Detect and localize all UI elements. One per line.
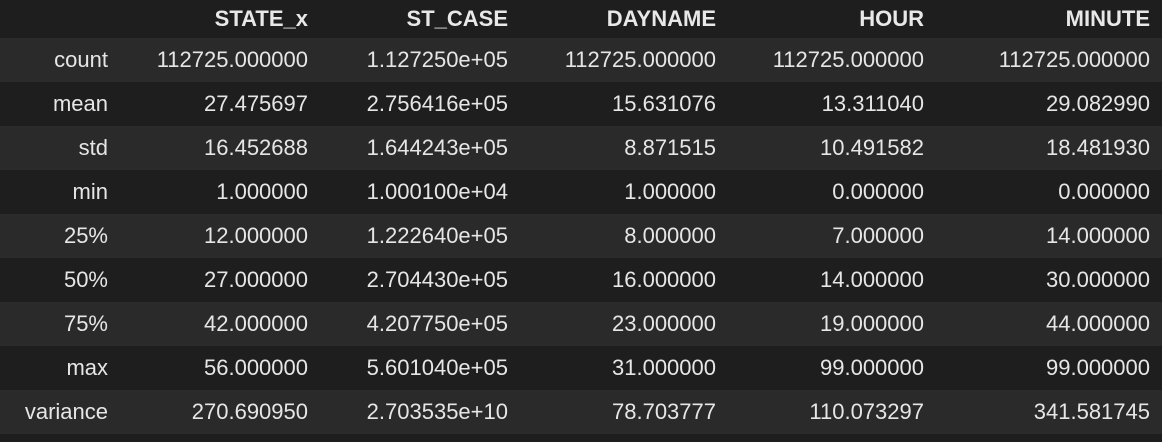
table-cell: 1.127250e+05 [366, 47, 508, 72]
table-cell: 30.000000 [1046, 267, 1150, 292]
table-cell: 15.631076 [612, 91, 716, 116]
table-cell: 0.000000 [1058, 179, 1150, 204]
table-cell: 7.000000 [832, 223, 924, 248]
row-index-label: count [54, 47, 108, 72]
table-row: 25% 12.000000 1.222640e+05 8.000000 7.00… [0, 214, 1162, 258]
row-index-label: mean [52, 91, 108, 116]
table-cell: 99.000000 [820, 355, 924, 380]
column-header-st-case: ST_CASE [406, 6, 508, 31]
column-header-index [0, 0, 120, 38]
table-cell: 1.000100e+04 [366, 179, 508, 204]
table-cell: 112725.000000 [564, 47, 716, 72]
table-cell: 2.703535e+10 [366, 399, 508, 424]
table-row: count 112725.000000 1.127250e+05 112725.… [0, 38, 1162, 82]
table-row: max 56.000000 5.601040e+05 31.000000 99.… [0, 346, 1162, 390]
table-row: variance 270.690950 2.703535e+10 78.7037… [0, 390, 1162, 434]
table-cell: 110.073297 [809, 399, 924, 424]
column-header-dayname: DAYNAME [606, 6, 716, 31]
table-row: std 16.452688 1.644243e+05 8.871515 10.4… [0, 126, 1162, 170]
row-index-label: 50% [63, 267, 108, 292]
table-cell: 2.704430e+05 [366, 267, 508, 292]
row-index-label: min [72, 179, 108, 204]
table-cell: 27.000000 [204, 267, 308, 292]
table-cell: 23.000000 [612, 311, 716, 336]
table-cell: 19.000000 [820, 311, 924, 336]
column-header-state-x: STATE_x [214, 6, 308, 31]
table-cell: 44.000000 [1046, 311, 1150, 336]
table-cell: 56.000000 [204, 355, 308, 380]
table-cell: 112725.000000 [772, 47, 924, 72]
table-cell: 1.000000 [624, 179, 716, 204]
table-cell: 1.222640e+05 [366, 223, 508, 248]
table-row: 75% 42.000000 4.207750e+05 23.000000 19.… [0, 302, 1162, 346]
row-index-label: max [66, 355, 108, 380]
table-cell: 8.871515 [624, 135, 716, 160]
table-cell: 112725.000000 [998, 47, 1150, 72]
table-cell: 8.000000 [624, 223, 716, 248]
table-cell: 27.475697 [204, 91, 308, 116]
table-cell: 78.703777 [612, 399, 716, 424]
table-cell: 270.690950 [191, 399, 308, 424]
column-header-minute: MINUTE [1065, 6, 1150, 31]
column-header-hour: HOUR [859, 6, 924, 31]
table-cell: 99.000000 [1046, 355, 1150, 380]
table-cell: 16.452688 [204, 135, 308, 160]
row-index-label: 25% [63, 223, 108, 248]
table-cell: 10.491582 [820, 135, 924, 160]
table-cell: 1.000000 [216, 179, 308, 204]
table-cell: 0.000000 [832, 179, 924, 204]
table-row: min 1.000000 1.000100e+04 1.000000 0.000… [0, 170, 1162, 214]
table-row: mean 27.475697 2.756416e+05 15.631076 13… [0, 82, 1162, 126]
row-index-label: 75% [63, 311, 108, 336]
table-cell: 16.000000 [612, 267, 716, 292]
table-cell: 14.000000 [1046, 223, 1150, 248]
table-cell: 14.000000 [820, 267, 924, 292]
table-cell: 42.000000 [204, 311, 308, 336]
table-row: 50% 27.000000 2.704430e+05 16.000000 14.… [0, 258, 1162, 302]
table-cell: 12.000000 [204, 223, 308, 248]
table-cell: 112725.000000 [156, 47, 308, 72]
table-cell: 4.207750e+05 [366, 311, 508, 336]
table-cell: 2.756416e+05 [366, 91, 508, 116]
table-cell: 13.311040 [821, 91, 924, 116]
table-cell: 18.481930 [1046, 135, 1150, 160]
row-index-label: std [78, 135, 108, 160]
table-cell: 31.000000 [612, 355, 716, 380]
table-cell: 1.644243e+05 [366, 135, 508, 160]
table-cell: 29.082990 [1046, 91, 1150, 116]
header-row: STATE_x ST_CASE DAYNAME HOUR MINUTE [0, 0, 1162, 38]
table-cell: 341.581745 [1033, 399, 1150, 424]
table-cell: 5.601040e+05 [366, 355, 508, 380]
row-index-label: variance [24, 399, 108, 424]
